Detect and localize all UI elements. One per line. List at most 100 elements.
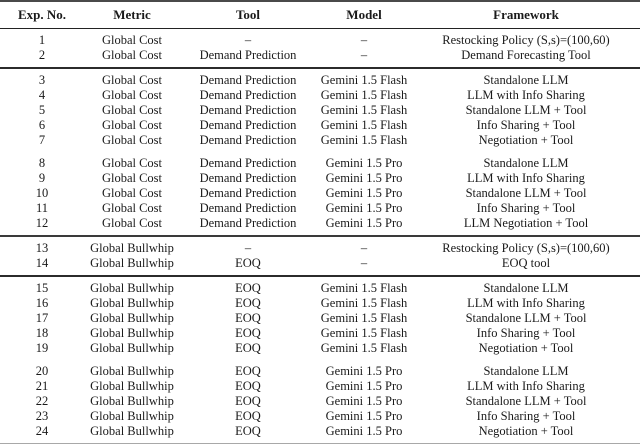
cell-framework: LLM with Info Sharing [467, 296, 585, 310]
cell-exp-no: 15 [35, 281, 49, 295]
cell-model: Gemini 1.5 Flash [320, 103, 408, 117]
cell-framework: Info Sharing + Tool [476, 409, 576, 423]
cell-model: Gemini 1.5 Flash [320, 296, 408, 310]
header-row: Exp. No. Metric Tool Model Framework [0, 1, 640, 29]
table-row: 9 Global Cost Demand Prediction Gemini 1.5 … [0, 171, 640, 186]
table-row: 22 Global Bullwhip EOQ Gemini 1.5 Pro Standa… [0, 394, 640, 409]
table-row: 23 Global Bullwhip EOQ Gemini 1.5 Pro Info S… [0, 409, 640, 424]
cell-framework: LLM Negotiation + Tool [463, 216, 589, 230]
cell-model: – [360, 48, 368, 62]
cell-model: Gemini 1.5 Pro [325, 424, 403, 438]
table-row: 18 Global Bullwhip EOQ Gemini 1.5 Flash Info… [0, 326, 640, 341]
cell-framework: LLM with Info Sharing [467, 171, 585, 185]
cell-exp-no: 2 [38, 48, 46, 62]
cell-framework: EOQ tool [501, 256, 551, 270]
row-group-global-bullwhip-gemini-pro: 20 Global Bullwhip EOQ Gemini 1.5 Pro Standa… [0, 360, 640, 444]
cell-exp-no: 23 [35, 409, 49, 423]
cell-metric: Global Cost [101, 171, 163, 185]
cell-tool: EOQ [235, 281, 261, 295]
cell-metric: Global Bullwhip [90, 326, 174, 340]
cell-framework: Standalone LLM [483, 281, 569, 295]
cell-tool: EOQ [235, 326, 261, 340]
table-row: 24 Global Bullwhip EOQ Gemini 1.5 Pro Negoti… [0, 424, 640, 444]
cell-tool: EOQ [235, 296, 261, 310]
cell-tool: EOQ [235, 364, 261, 378]
cell-metric: Global Cost [101, 103, 163, 117]
cell-exp-no: 17 [35, 311, 49, 325]
cell-model: Gemini 1.5 Pro [325, 379, 403, 393]
column-header-model: Model [346, 7, 382, 22]
cell-framework: Standalone LLM + Tool [465, 186, 587, 200]
cell-metric: Global Cost [101, 186, 163, 200]
cell-framework: Standalone LLM [483, 73, 569, 87]
cell-model: – [360, 33, 368, 47]
cell-framework: Restocking Policy (S,s)=(100,60) [442, 33, 610, 47]
column-header-metric: Metric [113, 7, 151, 22]
table-row: 2 Global Cost Demand Prediction – Demand For… [0, 48, 640, 68]
cell-tool: EOQ [235, 394, 261, 408]
row-group-global-bullwhip-gemini-flash: 15 Global Bullwhip EOQ Gemini 1.5 Flash Stan… [0, 276, 640, 360]
table-row: 14 Global Bullwhip EOQ – EOQ tool [0, 256, 640, 276]
cell-framework: Restocking Policy (S,s)=(100,60) [442, 241, 610, 255]
table-row: 21 Global Bullwhip EOQ Gemini 1.5 Pro LLM wi… [0, 379, 640, 394]
cell-framework: Standalone LLM [483, 156, 569, 170]
cell-framework: Info Sharing + Tool [476, 326, 576, 340]
cell-framework: Standalone LLM + Tool [465, 394, 587, 408]
cell-metric: Global Cost [101, 133, 163, 147]
row-group-global-bullwhip-baselines: 13 Global Bullwhip – – Restocking Policy (S,… [0, 236, 640, 276]
cell-tool: Demand Prediction [199, 48, 297, 62]
cell-exp-no: 14 [35, 256, 49, 270]
cell-model: Gemini 1.5 Pro [325, 201, 403, 215]
cell-tool: Demand Prediction [199, 73, 297, 87]
table-row: 4 Global Cost Demand Prediction Gemini 1.5 … [0, 88, 640, 103]
table-row: 15 Global Bullwhip EOQ Gemini 1.5 Flash Stan… [0, 276, 640, 296]
cell-exp-no: 24 [35, 424, 49, 438]
cell-model: – [360, 256, 368, 270]
cell-metric: Global Cost [101, 48, 163, 62]
table-row: 17 Global Bullwhip EOQ Gemini 1.5 Flash Stan… [0, 311, 640, 326]
cell-tool: Demand Prediction [199, 88, 297, 102]
table-row: 12 Global Cost Demand Prediction Gemini 1.5… [0, 216, 640, 236]
cell-tool: Demand Prediction [199, 103, 297, 117]
cell-framework: Negotiation + Tool [478, 133, 574, 147]
cell-model: Gemini 1.5 Flash [320, 133, 408, 147]
cell-exp-no: 21 [35, 379, 49, 393]
cell-model: Gemini 1.5 Pro [325, 171, 403, 185]
cell-tool: EOQ [235, 341, 261, 355]
cell-metric: Global Bullwhip [90, 341, 174, 355]
table-row: 11 Global Cost Demand Prediction Gemini 1.5… [0, 201, 640, 216]
cell-framework: Negotiation + Tool [478, 341, 574, 355]
cell-model: Gemini 1.5 Pro [325, 409, 403, 423]
cell-exp-no: 18 [35, 326, 49, 340]
cell-model: Gemini 1.5 Flash [320, 73, 408, 87]
table-row: 3 Global Cost Demand Prediction Gemini 1.5 … [0, 68, 640, 88]
cell-framework: Standalone LLM + Tool [465, 103, 587, 117]
cell-framework: LLM with Info Sharing [467, 379, 585, 393]
cell-exp-no: 12 [35, 216, 49, 230]
cell-model: Gemini 1.5 Pro [325, 156, 403, 170]
cell-tool: Demand Prediction [199, 133, 297, 147]
cell-model: Gemini 1.5 Flash [320, 326, 408, 340]
table-row: 10 Global Cost Demand Prediction Gemini 1.5… [0, 186, 640, 201]
cell-metric: Global Bullwhip [90, 256, 174, 270]
cell-framework: Standalone LLM [483, 364, 569, 378]
row-group-global-cost-baselines: 1 Global Cost – – Restocking Policy (S,s)=(1… [0, 29, 640, 68]
cell-framework: Info Sharing + Tool [476, 201, 576, 215]
cell-metric: Global Bullwhip [90, 281, 174, 295]
cell-exp-no: 16 [35, 296, 49, 310]
table-row: 6 Global Cost Demand Prediction Gemini 1.5 … [0, 118, 640, 133]
cell-exp-no: 10 [35, 186, 49, 200]
cell-model: Gemini 1.5 Pro [325, 394, 403, 408]
cell-metric: Global Bullwhip [90, 394, 174, 408]
cell-tool: Demand Prediction [199, 118, 297, 132]
table-row: 19 Global Bullwhip EOQ Gemini 1.5 Flash Nego… [0, 341, 640, 360]
table-row: 5 Global Cost Demand Prediction Gemini 1.5 … [0, 103, 640, 118]
row-group-global-cost-gemini-flash: 3 Global Cost Demand Prediction Gemini 1.5 … [0, 68, 640, 152]
cell-metric: Global Bullwhip [90, 311, 174, 325]
cell-framework: LLM with Info Sharing [467, 88, 585, 102]
cell-model: Gemini 1.5 Flash [320, 281, 408, 295]
cell-exp-no: 5 [38, 103, 46, 117]
cell-model: Gemini 1.5 Pro [325, 186, 403, 200]
